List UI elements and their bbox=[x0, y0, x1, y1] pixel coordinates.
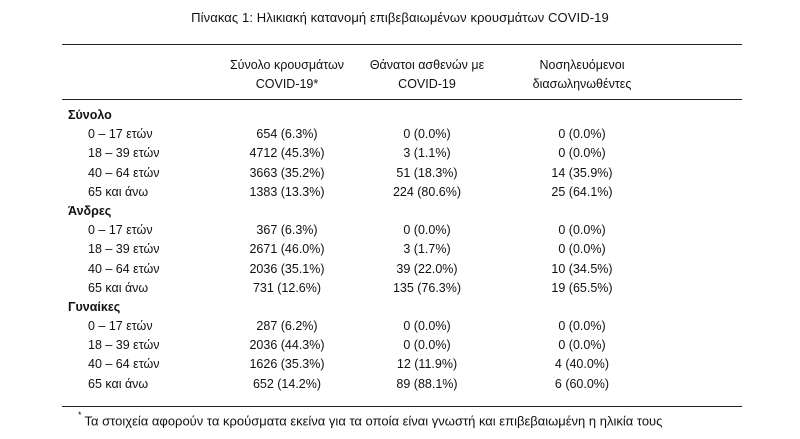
deaths-cell: 224 (80.6%) bbox=[392, 184, 462, 199]
intubated-cell: 6 (60.0%) bbox=[554, 376, 610, 391]
table-row: 65 και άνω 731 (12.6%) 135 (76.3%) 19 (6… bbox=[0, 279, 800, 298]
table-row: 65 και άνω 1383 (13.3%) 224 (80.6%) 25 (… bbox=[0, 183, 800, 202]
cases-cell: 1383 (13.3%) bbox=[249, 184, 325, 199]
deaths-cell: 0 (0.0%) bbox=[403, 127, 451, 142]
deaths-cell: 0 (0.0%) bbox=[403, 338, 451, 353]
deaths-cell: 39 (22.0%) bbox=[396, 261, 458, 276]
table-row: 65 και άνω 652 (14.2%) 89 (88.1%) 6 (60.… bbox=[0, 375, 800, 394]
footnote-text: Τα στοιχεία αφορούν τα κρούσματα εκείνα … bbox=[84, 413, 663, 429]
column-header-line: Θάνατοι ασθενών με bbox=[369, 58, 485, 72]
cases-cell: 4712 (45.3%) bbox=[249, 146, 325, 161]
cases-cell: 3663 (35.2%) bbox=[249, 165, 325, 180]
table-row: 18 – 39 ετών 4712 (45.3%) 3 (1.1%) 0 (0.… bbox=[0, 144, 800, 163]
intubated-cell: 0 (0.0%) bbox=[558, 223, 606, 238]
intubated-cell: 19 (65.5%) bbox=[551, 280, 613, 295]
age-label: 18 – 39 ετών bbox=[88, 338, 160, 353]
age-label: 40 – 64 ετών bbox=[88, 165, 160, 180]
deaths-cell: 3 (1.1%) bbox=[403, 146, 451, 161]
intubated-cell: 14 (35.9%) bbox=[551, 165, 613, 180]
deaths-cell: 3 (1.7%) bbox=[403, 242, 451, 257]
deaths-cell: 12 (11.9%) bbox=[396, 357, 458, 372]
table-row: 0 – 17 ετών 367 (6.3%) 0 (0.0%) 0 (0.0%) bbox=[0, 221, 800, 240]
table-row: 18 – 39 ετών 2036 (44.3%) 0 (0.0%) 0 (0.… bbox=[0, 336, 800, 355]
column-header-line: COVID-19* bbox=[255, 77, 319, 91]
deaths-cell: 0 (0.0%) bbox=[403, 223, 451, 238]
column-header-line: Νοσηλευόμενοι bbox=[539, 58, 625, 72]
deaths-cell: 135 (76.3%) bbox=[392, 280, 462, 295]
column-header-line: Σύνολο κρουσμάτων bbox=[229, 58, 345, 72]
table-row: 40 – 64 ετών 1626 (35.3%) 12 (11.9%) 4 (… bbox=[0, 355, 800, 374]
cases-cell: 654 (6.3%) bbox=[256, 127, 318, 142]
footnote: * Τα στοιχεία αφορούν τα κρούσματα εκείνα… bbox=[78, 410, 663, 429]
age-label: 0 – 17 ετών bbox=[88, 127, 153, 142]
group-header-women: Γυναίκες bbox=[0, 298, 800, 317]
cases-cell: 652 (14.2%) bbox=[252, 376, 322, 391]
deaths-cell: 89 (88.1%) bbox=[396, 376, 458, 391]
header-rule bbox=[62, 99, 742, 100]
age-label: 65 και άνω bbox=[88, 280, 149, 295]
column-header-line: COVID-19 bbox=[398, 77, 456, 91]
column-header-cases: Σύνολο κρουσμάτων COVID-19* bbox=[212, 56, 362, 94]
column-header-line: διασωληνωθέντες bbox=[532, 77, 632, 91]
group-label: Σύνολο bbox=[68, 108, 112, 122]
top-rule bbox=[62, 44, 742, 45]
age-label: 0 – 17 ετών bbox=[88, 223, 153, 238]
column-header-deaths: Θάνατοι ασθενών με COVID-19 bbox=[352, 56, 502, 94]
table-title: Πίνακας 1: Ηλικιακή κατανομή επιβεβαιωμέ… bbox=[191, 10, 609, 25]
age-label: 40 – 64 ετών bbox=[88, 357, 160, 372]
table-row: 40 – 64 ετών 3663 (35.2%) 51 (18.3%) 14 … bbox=[0, 164, 800, 183]
intubated-cell: 0 (0.0%) bbox=[558, 127, 606, 142]
age-label: 40 – 64 ετών bbox=[88, 261, 160, 276]
intubated-cell: 4 (40.0%) bbox=[554, 357, 610, 372]
age-label: 18 – 39 ετών bbox=[88, 146, 160, 161]
age-label: 65 και άνω bbox=[88, 376, 149, 391]
table-row: 0 – 17 ετών 287 (6.2%) 0 (0.0%) 0 (0.0%) bbox=[0, 317, 800, 336]
cases-cell: 287 (6.2%) bbox=[256, 319, 318, 334]
age-label: 18 – 39 ετών bbox=[88, 242, 160, 257]
intubated-cell: 10 (34.5%) bbox=[551, 261, 613, 276]
group-label: Άνδρες bbox=[68, 203, 112, 218]
table-row: 40 – 64 ετών 2036 (35.1%) 39 (22.0%) 10 … bbox=[0, 260, 800, 279]
group-label: Γυναίκες bbox=[68, 299, 121, 314]
table-row: 18 – 39 ετών 2671 (46.0%) 3 (1.7%) 0 (0.… bbox=[0, 240, 800, 259]
intubated-cell: 0 (0.0%) bbox=[558, 242, 606, 257]
age-label: 65 και άνω bbox=[88, 184, 149, 199]
cases-cell: 2671 (46.0%) bbox=[249, 242, 325, 257]
footnote-mark: * bbox=[78, 410, 82, 420]
table-row: 0 – 17 ετών 654 (6.3%) 0 (0.0%) 0 (0.0%) bbox=[0, 125, 800, 144]
table-body: Σύνολο 0 – 17 ετών 654 (6.3%) 0 (0.0%) 0… bbox=[0, 106, 800, 394]
group-header-total: Σύνολο bbox=[0, 106, 800, 125]
intubated-cell: 0 (0.0%) bbox=[558, 338, 606, 353]
column-header-intubated: Νοσηλευόμενοι διασωληνωθέντες bbox=[502, 56, 662, 94]
intubated-cell: 0 (0.0%) bbox=[558, 146, 606, 161]
intubated-cell: 0 (0.0%) bbox=[558, 319, 606, 334]
cases-cell: 2036 (35.1%) bbox=[249, 261, 325, 276]
age-label: 0 – 17 ετών bbox=[88, 319, 153, 334]
deaths-cell: 0 (0.0%) bbox=[403, 319, 451, 334]
intubated-cell: 25 (64.1%) bbox=[551, 184, 613, 199]
bottom-rule bbox=[62, 406, 742, 407]
group-header-men: Άνδρες bbox=[0, 202, 800, 221]
cases-cell: 367 (6.3%) bbox=[256, 223, 318, 238]
cases-cell: 2036 (44.3%) bbox=[249, 338, 325, 353]
cases-cell: 731 (12.6%) bbox=[252, 280, 322, 295]
cases-cell: 1626 (35.3%) bbox=[249, 357, 325, 372]
deaths-cell: 51 (18.3%) bbox=[396, 165, 458, 180]
